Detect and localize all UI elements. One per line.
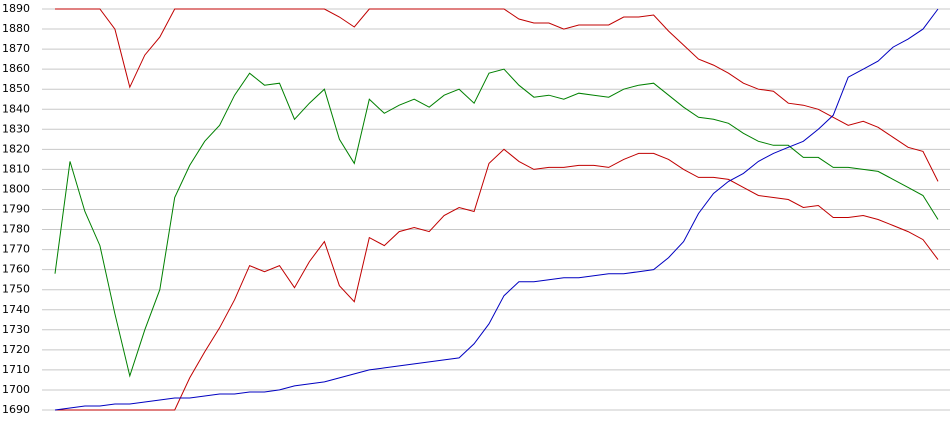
series-line (55, 148, 939, 411)
y-tick-label: 1760 (2, 263, 30, 276)
y-tick-label: 1770 (2, 243, 30, 256)
y-tick-label: 1880 (2, 22, 30, 35)
y-tick-label: 1710 (2, 363, 30, 376)
series-line (55, 8, 939, 182)
y-tick-label: 1780 (2, 223, 30, 236)
y-tick-label: 1850 (2, 82, 30, 95)
y-tick-label: 1860 (2, 62, 30, 75)
y-tick-label: 1790 (2, 203, 30, 216)
y-tick-label: 1730 (2, 323, 30, 336)
y-tick-label: 1810 (2, 162, 30, 175)
y-tick-label: 1740 (2, 303, 30, 316)
y-tick-label: 1690 (2, 403, 30, 416)
series-line (54, 68, 939, 378)
y-tick-label: 1870 (2, 42, 30, 55)
y-tick-label: 1840 (2, 102, 30, 115)
y-tick-label: 1800 (2, 182, 30, 195)
y-tick-label: 1700 (2, 383, 30, 396)
y-tick-label: 1750 (2, 283, 30, 296)
y-tick-label: 1890 (2, 2, 30, 15)
y-tick-label: 1820 (2, 142, 30, 155)
y-tick-label: 1720 (2, 343, 30, 356)
series-line (54, 8, 939, 411)
y-tick-label: 1830 (2, 122, 30, 135)
